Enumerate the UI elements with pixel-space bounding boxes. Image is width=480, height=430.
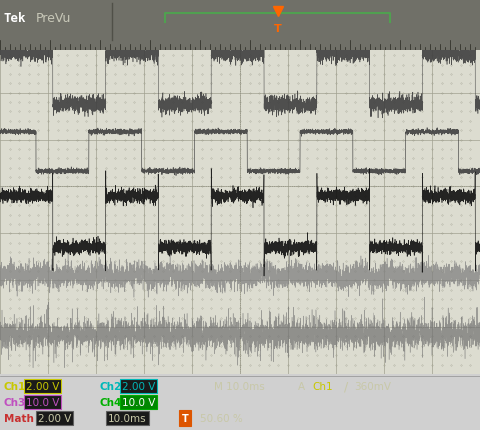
Text: Ch3: Ch3: [4, 397, 26, 407]
Text: Math: Math: [4, 413, 34, 423]
Text: T: T: [274, 24, 282, 34]
Text: Tek: Tek: [4, 12, 26, 25]
Text: /: /: [344, 380, 348, 393]
Text: 10.0 V: 10.0 V: [122, 397, 156, 407]
Text: Ch2: Ch2: [100, 381, 122, 391]
Text: 2.00 V: 2.00 V: [38, 413, 72, 423]
Text: Ch4: Ch4: [100, 397, 122, 407]
Text: T: T: [181, 413, 188, 423]
Text: A: A: [298, 381, 305, 391]
Text: 50.60 %: 50.60 %: [200, 413, 243, 423]
Text: 2.00 V: 2.00 V: [26, 381, 60, 391]
Text: Ch1: Ch1: [4, 381, 26, 391]
Text: 360mV: 360mV: [354, 381, 391, 391]
Text: 2.00 V: 2.00 V: [122, 381, 156, 391]
Text: 10.0 V: 10.0 V: [26, 397, 60, 407]
Text: PreVu: PreVu: [36, 12, 72, 25]
Text: 10.0ms: 10.0ms: [108, 413, 146, 423]
Text: Ch1: Ch1: [312, 381, 333, 391]
Text: M 10.0ms: M 10.0ms: [214, 381, 265, 391]
